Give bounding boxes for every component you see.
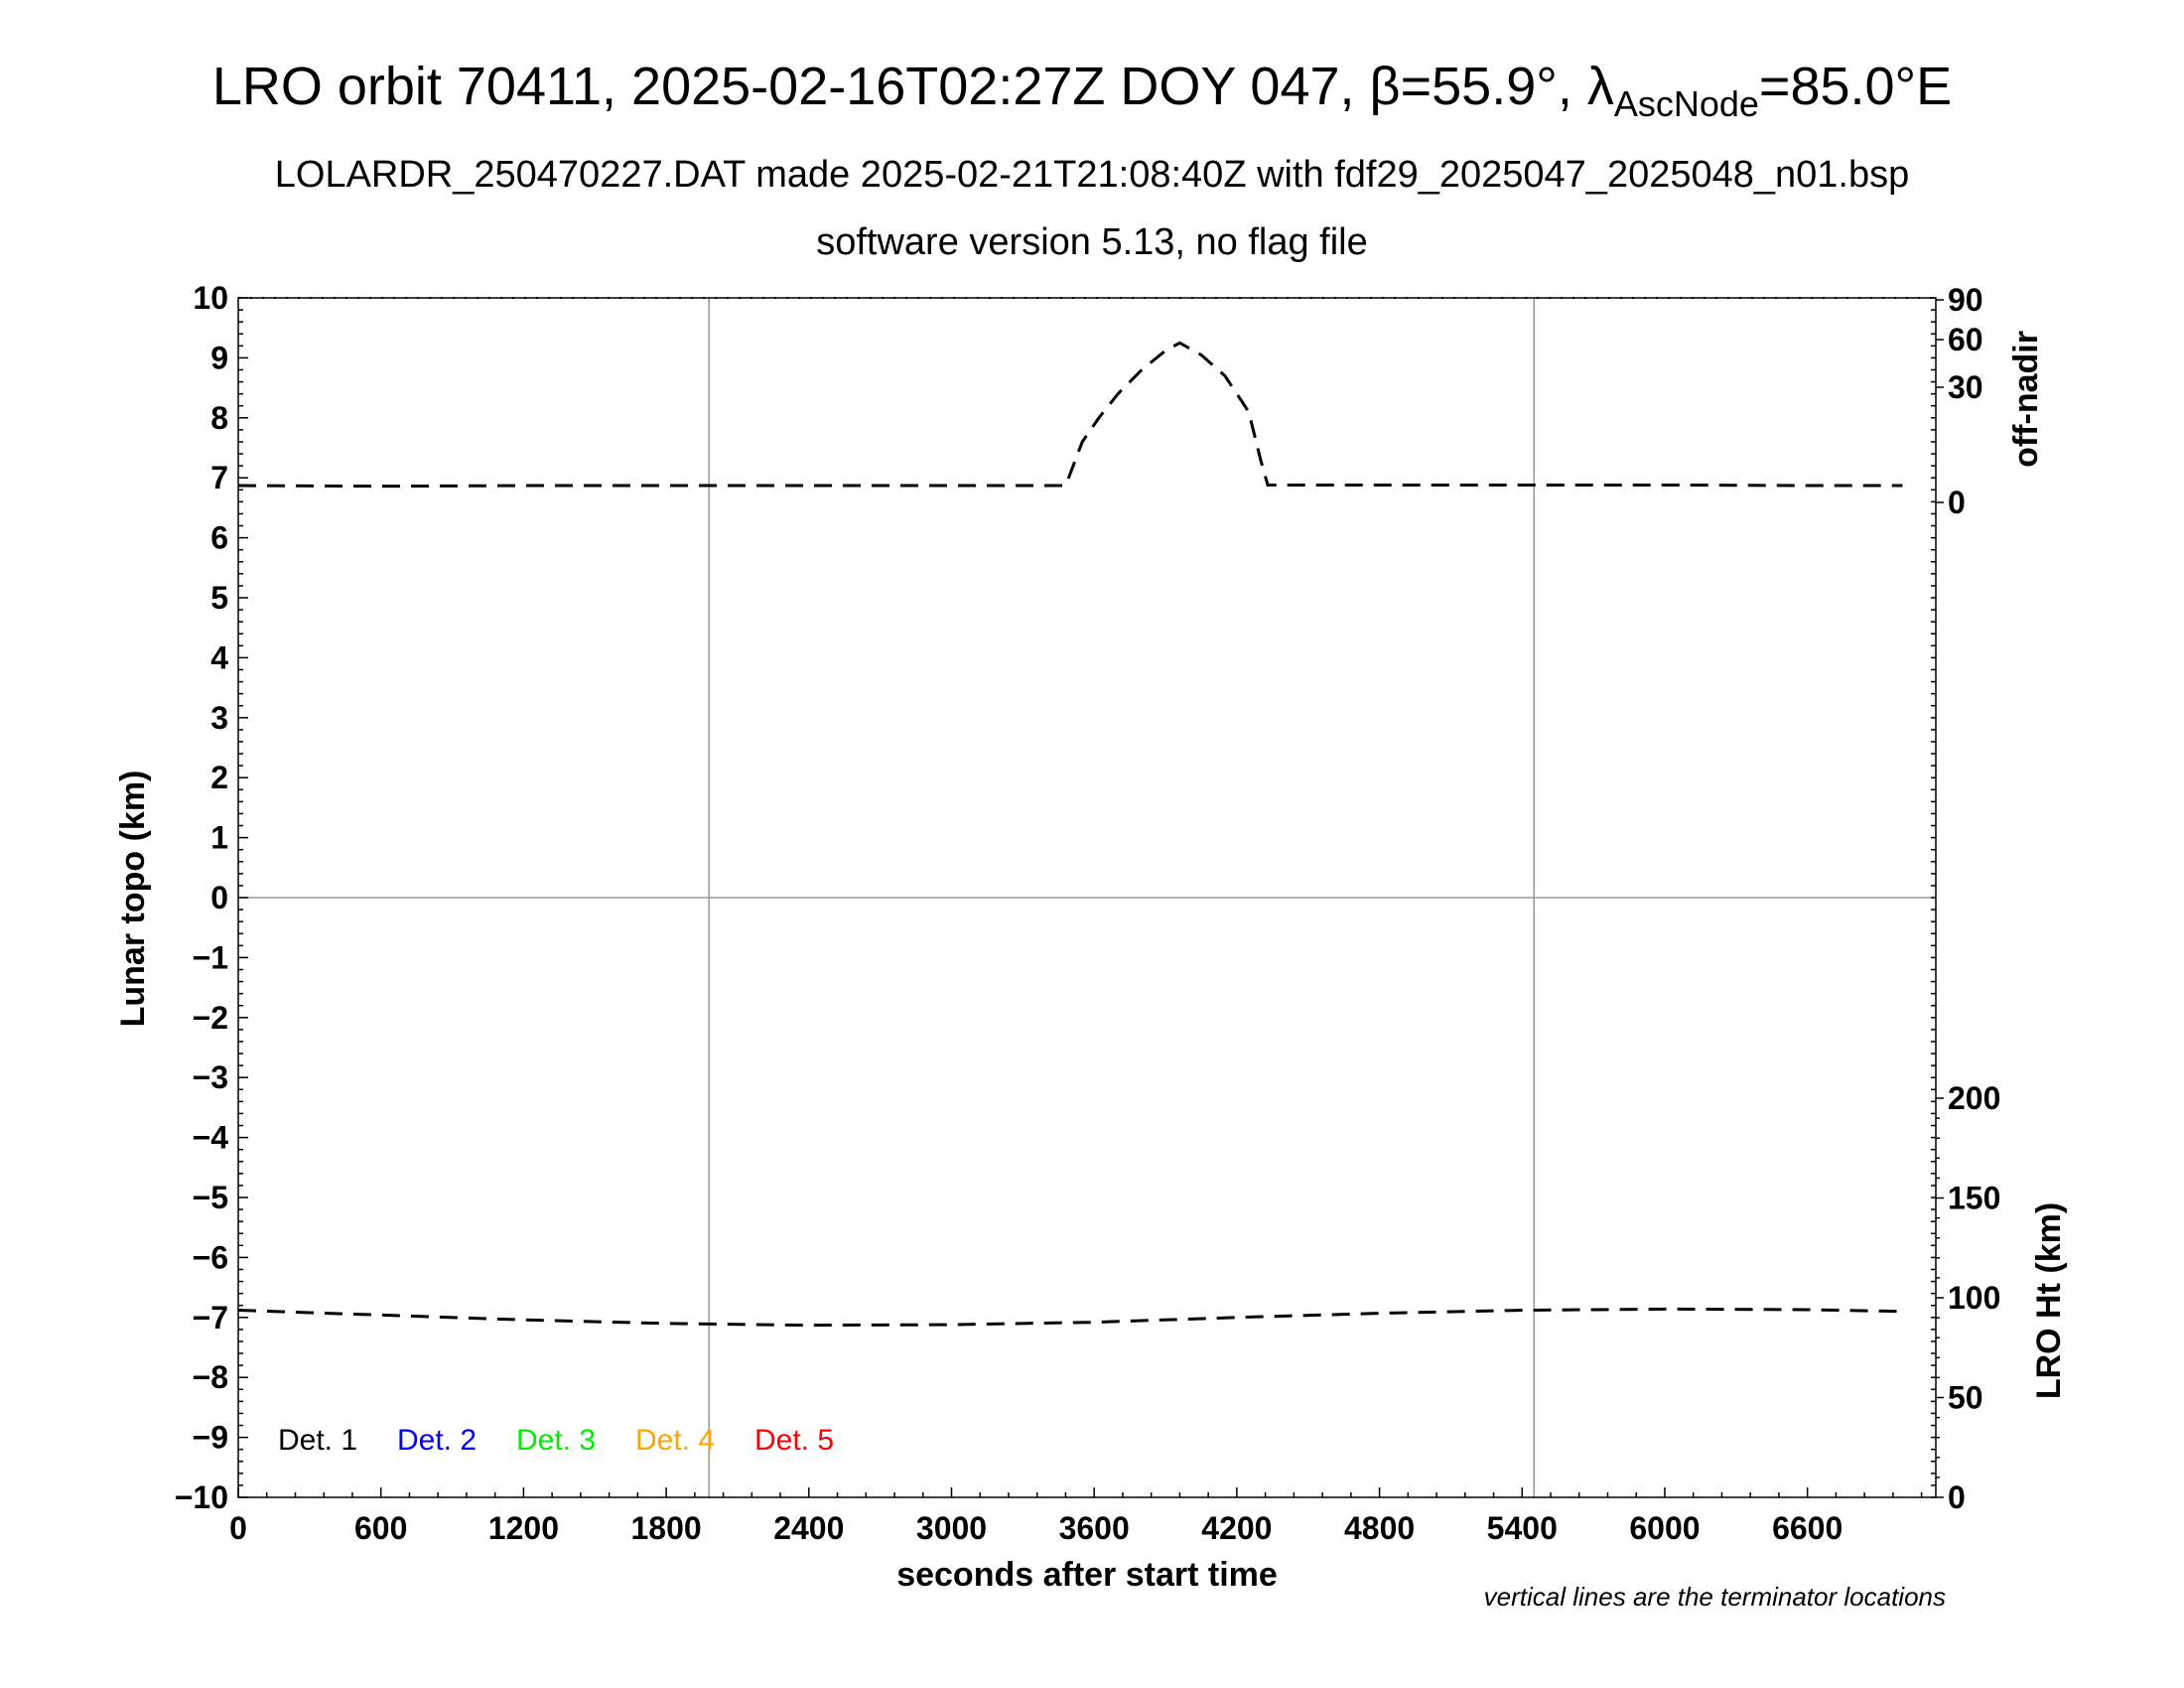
y-tick-label: 6	[210, 520, 228, 556]
lro-ht-tick-label: 100	[1948, 1280, 2000, 1316]
x-tick-label: 1200	[488, 1510, 559, 1546]
lro-ht-tick-label: 150	[1948, 1181, 2000, 1216]
legend-item-det-3: Det. 3	[516, 1424, 596, 1457]
x-tick-label: 5400	[1487, 1510, 1558, 1546]
legend: Det. 1 Det. 2 Det. 3 Det. 4 Det. 5	[278, 1424, 834, 1457]
plot-frame	[237, 297, 1937, 1498]
off-nadir-tick-label: 60	[1948, 322, 1983, 357]
legend-item-det-5: Det. 5	[754, 1424, 834, 1457]
lro-ht-tick-label: 50	[1948, 1380, 1983, 1416]
y-axis-title: Lunar topo (km)	[114, 771, 152, 1028]
y-tick-label: −5	[193, 1180, 228, 1215]
x-tick-label: 1800	[630, 1510, 701, 1546]
y-tick-label: 8	[210, 400, 228, 436]
x-tick-label: 4200	[1201, 1510, 1272, 1546]
x-tick-label: 0	[229, 1510, 247, 1546]
off-nadir-tick-label: 90	[1948, 282, 1983, 318]
y-tick-label: 10	[193, 280, 228, 316]
y-tick-label: −8	[193, 1359, 228, 1395]
off-nadir-axis-title: off-nadir	[2007, 331, 2045, 468]
x-tick-label: 3600	[1059, 1510, 1130, 1546]
x-tick-labels: 0 600 1200 1800 2400 3000 3600 4200 4800 5400 6000…	[229, 1510, 1843, 1546]
y-tick-label: 7	[210, 460, 228, 495]
legend-item-det-2: Det. 2	[397, 1424, 477, 1457]
minor-ticks	[237, 297, 1936, 1498]
y-tick-label: 0	[210, 880, 228, 915]
x-tick-label: 3000	[916, 1510, 987, 1546]
series-group	[237, 341, 1903, 1328]
x-tick-label: 2400	[773, 1510, 844, 1546]
y-tick-label: −3	[193, 1059, 228, 1095]
x-tick-label: 6000	[1629, 1510, 1700, 1546]
footnote: vertical lines are the terminator locati…	[1484, 1582, 1946, 1612]
chart-subtitle-version: software version 5.13, no flag file	[816, 221, 1368, 263]
lro-ht-axis-title: LRO Ht (km)	[2030, 1202, 2068, 1399]
legend-item-det-1: Det. 1	[278, 1424, 357, 1457]
off-nadir-tick-label: 0	[1948, 485, 1966, 520]
y-tick-label: 9	[210, 340, 228, 375]
legend-item-det-4: Det. 4	[635, 1424, 715, 1457]
y-tick-label: 1	[210, 820, 228, 856]
series-line-lro-ht	[237, 1307, 1903, 1328]
y-tick-label: −9	[193, 1420, 228, 1456]
y-tick-label: −7	[193, 1300, 228, 1336]
x-tick-label: 4800	[1344, 1510, 1415, 1546]
off-nadir-tick-label: 30	[1948, 369, 1983, 405]
y-tick-label: 2	[210, 760, 228, 795]
lro-ht-tick-label: 0	[1948, 1479, 1966, 1515]
x-axis-title: seconds after start time	[896, 1556, 1278, 1594]
y-tick-label: −1	[193, 939, 228, 975]
y-tick-label: −6	[193, 1239, 228, 1275]
y-tick-label: 5	[210, 580, 228, 616]
chart-title: LRO orbit 70411, 2025-02-16T02:27Z DOY 0…	[212, 57, 1952, 124]
y-tick-label: −2	[193, 1000, 228, 1036]
right-tick-labels: 90 60 30 0 200 150 100 50 0	[1936, 282, 2000, 1515]
x-tick-label: 6600	[1772, 1510, 1843, 1546]
lro-ht-tick-label: 200	[1948, 1080, 2000, 1116]
y-tick-label: −10	[175, 1479, 228, 1515]
chart-subtitle-file: LOLARDR_250470227.DAT made 2025-02-21T21…	[275, 154, 1910, 196]
y-tick-label: −4	[193, 1120, 229, 1156]
series-line-off-nadir	[237, 341, 1903, 489]
y-tick-label: 4	[210, 639, 228, 675]
x-tick-label: 600	[354, 1510, 407, 1546]
y-tick-label: 3	[210, 700, 228, 736]
grid-lines	[238, 298, 1936, 1497]
